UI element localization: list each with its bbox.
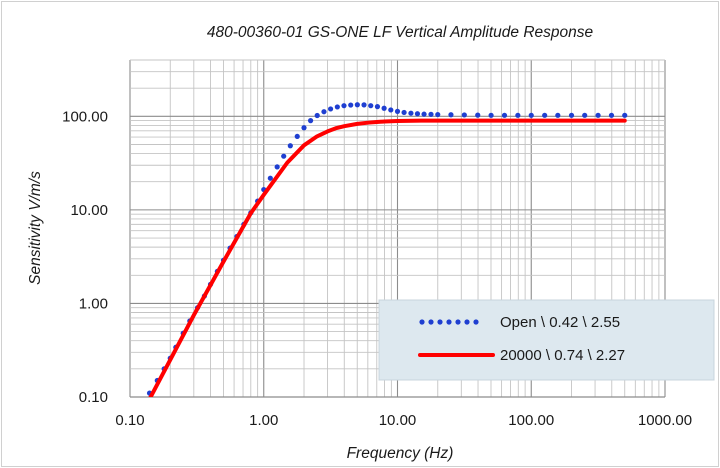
series-open-point bbox=[448, 112, 454, 118]
series-open-point bbox=[461, 112, 467, 118]
series-open-point bbox=[294, 133, 300, 140]
series-open-point bbox=[408, 110, 414, 116]
series-open-point bbox=[568, 112, 575, 118]
legend-open-swatch-dot bbox=[437, 319, 443, 325]
series-open-point bbox=[334, 104, 340, 110]
series-open-point bbox=[267, 175, 273, 181]
y-tick-label: 0.10 bbox=[79, 389, 108, 406]
series-open-point bbox=[414, 111, 421, 117]
series-open-point bbox=[475, 112, 481, 118]
series-open-point bbox=[274, 164, 280, 170]
series-open-point bbox=[301, 125, 307, 131]
series-open-point bbox=[608, 112, 615, 118]
x-tick-label: 1.00 bbox=[249, 412, 278, 429]
series-open-point bbox=[421, 111, 427, 117]
series-open-point bbox=[428, 111, 434, 117]
series-open-point bbox=[501, 112, 508, 118]
series-open-point bbox=[401, 109, 407, 116]
series-open-point bbox=[622, 112, 628, 118]
series-open-point bbox=[368, 103, 374, 109]
series-open-point bbox=[388, 107, 394, 113]
legend-open-swatch-dot bbox=[446, 319, 452, 325]
series-open-point bbox=[381, 105, 387, 111]
x-tick-label: 1000.00 bbox=[638, 412, 692, 429]
y-tick-label: 10.00 bbox=[70, 202, 108, 219]
series-open-point bbox=[348, 102, 354, 108]
series-open-point bbox=[595, 112, 601, 118]
series-open-point bbox=[314, 112, 320, 119]
legend-entry-open: Open \ 0.42 \ 2.55 bbox=[419, 314, 620, 331]
series-open-point bbox=[488, 112, 494, 118]
series-open-point bbox=[341, 103, 347, 109]
series-open-point bbox=[515, 112, 521, 118]
legend-label-open: Open \ 0.42 \ 2.55 bbox=[500, 314, 620, 331]
x-tick-label: 0.10 bbox=[115, 412, 144, 429]
series-open-point bbox=[361, 102, 367, 108]
series-open-point bbox=[321, 109, 327, 115]
x-tick-label: 10.00 bbox=[379, 412, 417, 429]
chart-title: 480-00360-01 GS-ONE LF Vertical Amplitud… bbox=[207, 24, 594, 41]
series-open-point bbox=[582, 112, 588, 118]
series-open-point bbox=[287, 143, 293, 149]
series-open-point bbox=[307, 118, 314, 124]
legend: Open \ 0.42 \ 2.55 20000 \ 0.74 \ 2.27 bbox=[378, 299, 715, 381]
series-open-point bbox=[542, 112, 548, 118]
legend-open-swatch-dot bbox=[428, 319, 434, 325]
series-open-point bbox=[354, 102, 360, 108]
legend-open-swatch-dot bbox=[473, 319, 479, 325]
series-open-point bbox=[374, 104, 381, 110]
series-open-point bbox=[281, 153, 287, 159]
legend-open-swatch-dot bbox=[464, 319, 470, 325]
x-axis-label: Frequency (Hz) bbox=[347, 445, 454, 462]
legend-open-swatch-dot bbox=[455, 319, 461, 325]
y-tick-label: 1.00 bbox=[79, 295, 108, 312]
series-open-point bbox=[528, 112, 534, 118]
series-open-point bbox=[327, 106, 334, 112]
series-open-point bbox=[555, 112, 561, 118]
y-tick-label: 100.00 bbox=[62, 108, 108, 125]
legend-box bbox=[378, 299, 715, 381]
series-open-point bbox=[435, 111, 441, 118]
y-axis-label: Sensitivity V/m/s bbox=[27, 171, 44, 285]
legend-label-solid: 20000 \ 0.74 \ 2.27 bbox=[500, 347, 625, 364]
series-solid-line bbox=[148, 118, 627, 397]
series-open-point bbox=[394, 108, 401, 114]
legend-entry-solid: 20000 \ 0.74 \ 2.27 bbox=[418, 347, 625, 364]
x-tick-label: 100.00 bbox=[508, 412, 554, 429]
legend-open-swatch-dot bbox=[419, 319, 425, 325]
